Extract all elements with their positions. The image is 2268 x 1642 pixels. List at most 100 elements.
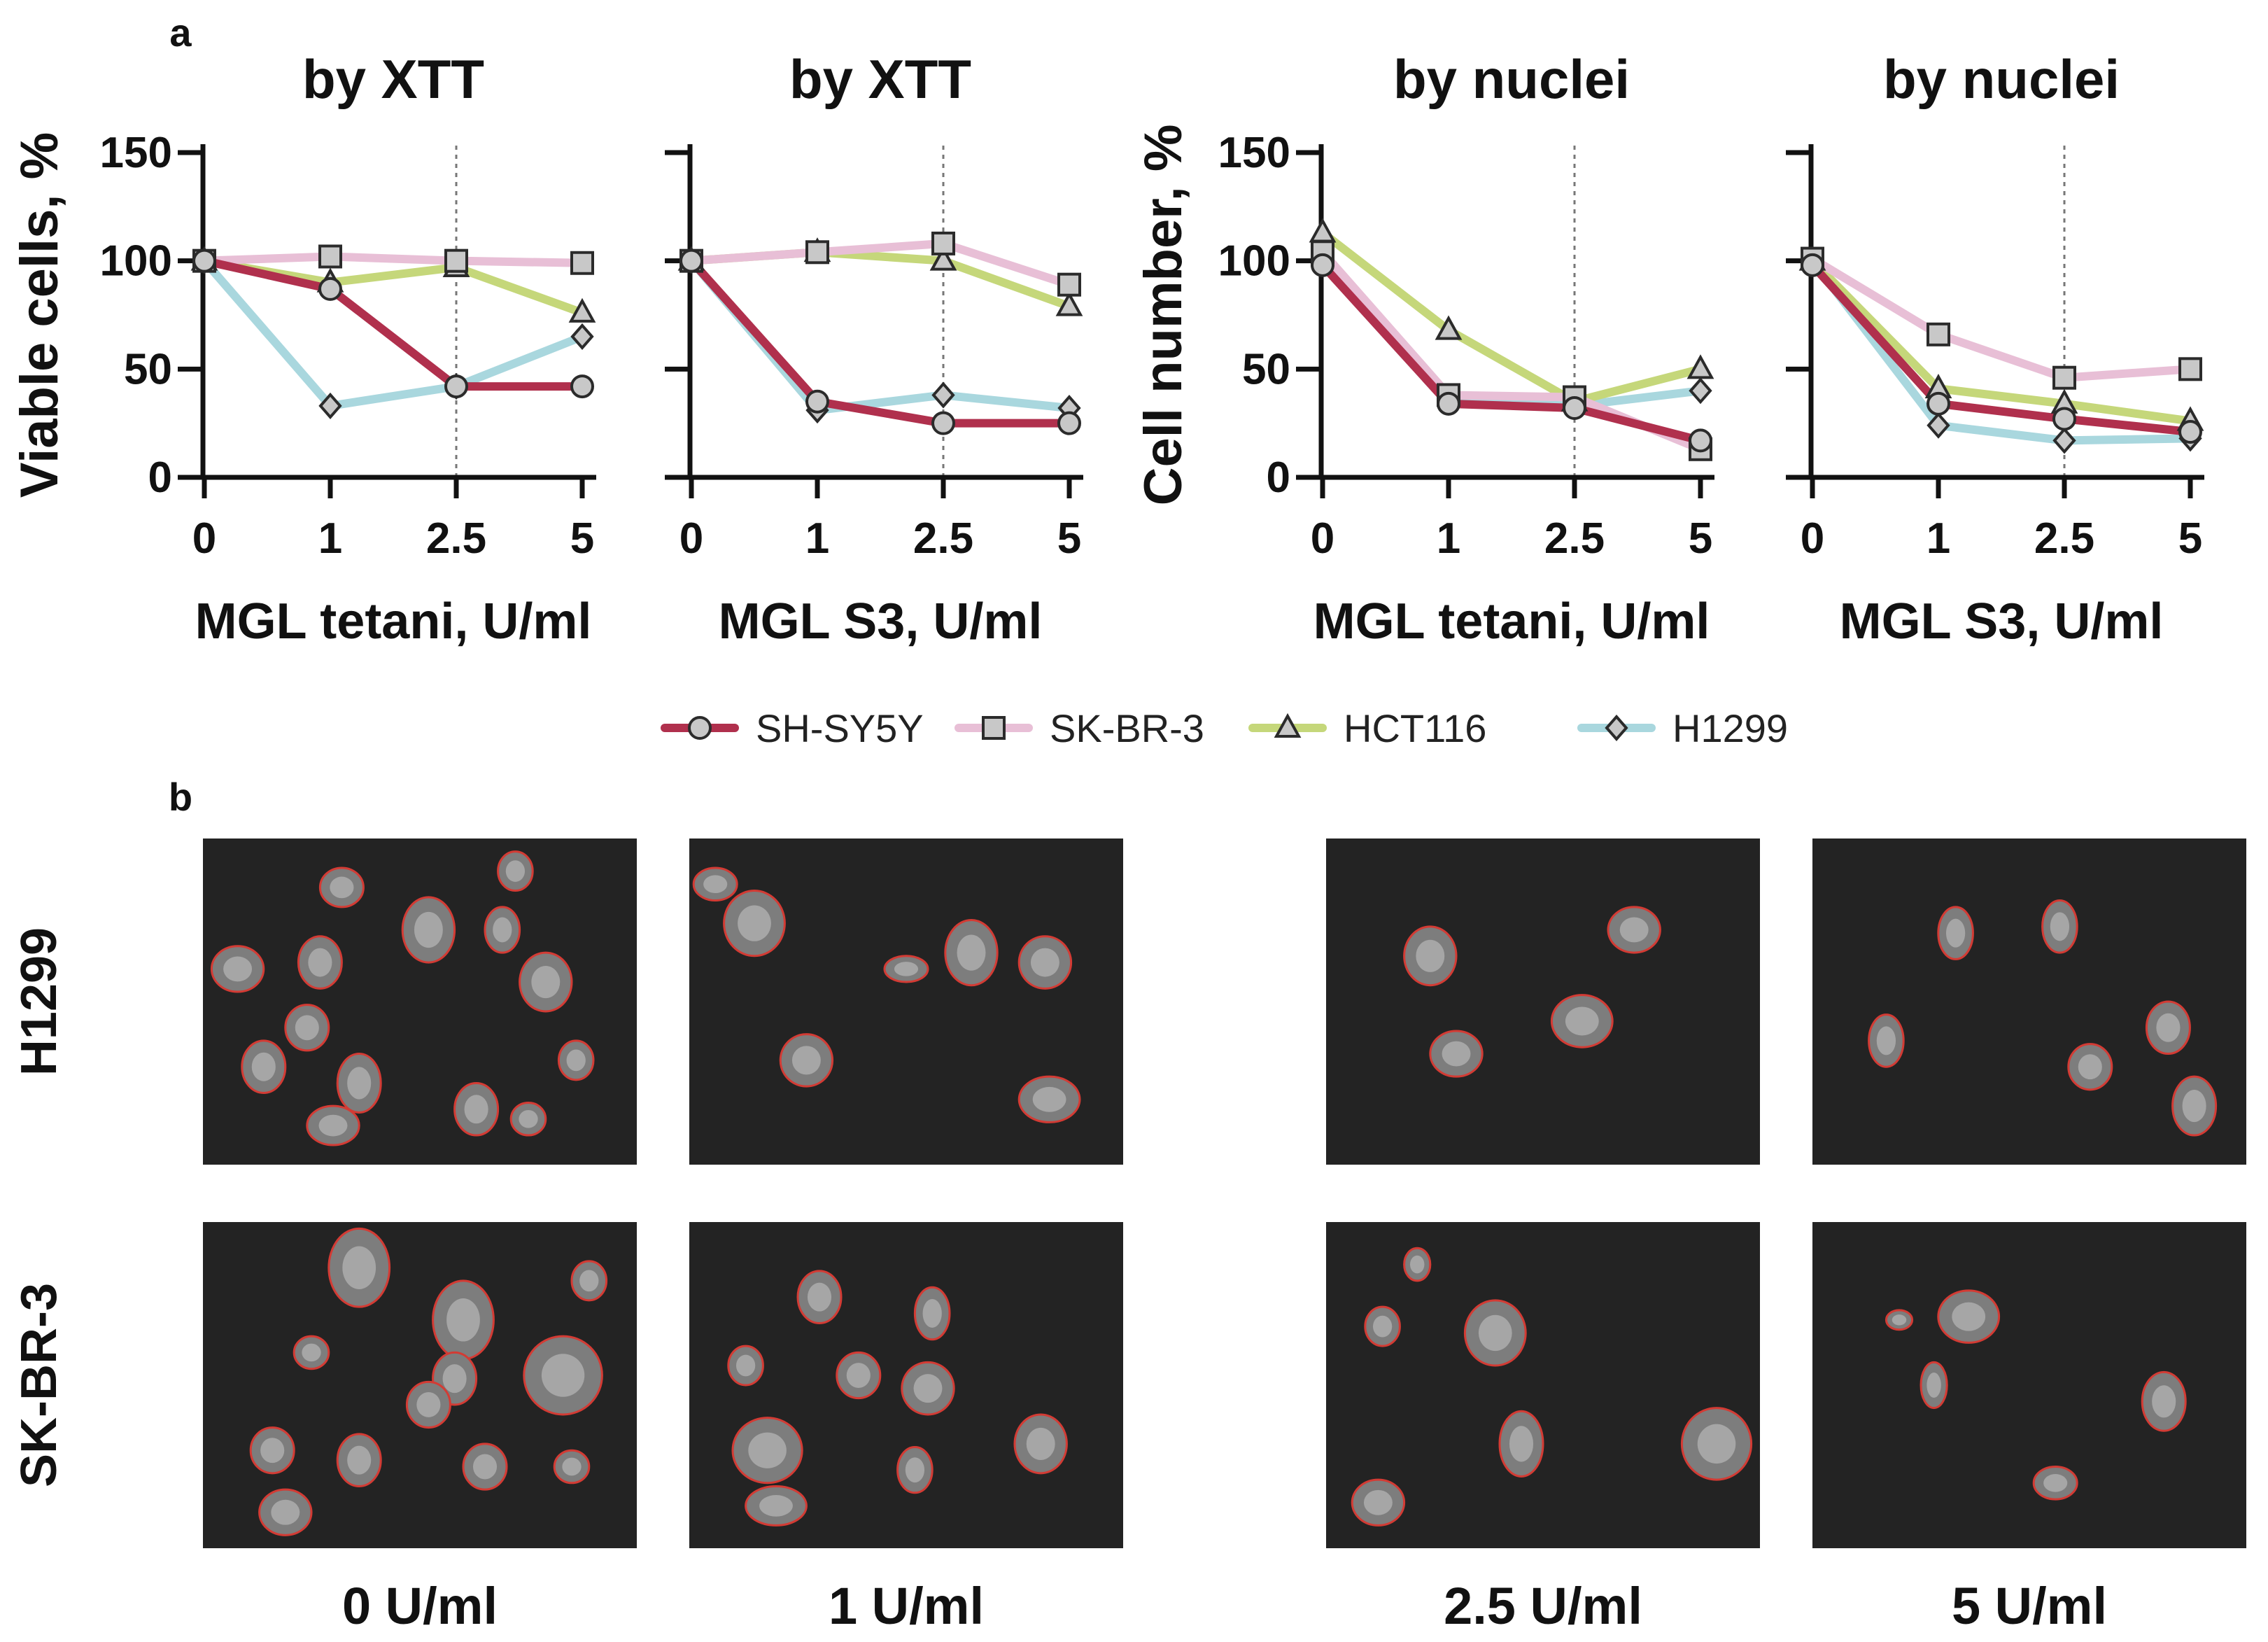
- nucleus-core: [342, 1246, 376, 1289]
- data-point-hct116: [1686, 354, 1714, 379]
- nucleus-core: [1363, 1489, 1393, 1515]
- nucleus-core: [846, 1363, 871, 1388]
- data-point-sh-sy5y: [444, 374, 468, 399]
- nucleus-core: [894, 962, 919, 976]
- micrograph-grid: b H1299 SK-BR-3 0 U/ml 1 U/ml 2.5 U/ml 5 U/ml: [11, 775, 2246, 1635]
- nucleus-core: [464, 1095, 488, 1124]
- column-label: 1 U/ml: [829, 1577, 984, 1635]
- y-tick-label: 150: [1218, 129, 1290, 177]
- nucleus-core: [1416, 939, 1445, 972]
- nucleus-core: [1032, 1086, 1066, 1112]
- row-label: SK-BR-3: [11, 1283, 67, 1487]
- nucleus-core: [416, 1392, 441, 1417]
- data-point-hct116: [929, 246, 957, 271]
- nucleus-core: [414, 911, 443, 948]
- nucleus-core: [905, 1457, 925, 1483]
- nucleus-core: [472, 1454, 498, 1480]
- data-point-h1299: [931, 381, 955, 409]
- legend-label: SK-BR-3: [1050, 706, 1204, 750]
- data-point-sk-br-3: [318, 244, 342, 269]
- nucleus-core: [1892, 1314, 1907, 1326]
- data-point-h1299: [1689, 377, 1712, 405]
- nucleus-core: [2043, 1473, 2068, 1492]
- x-axis-label: MGL tetani, U/ml: [195, 594, 592, 650]
- x-tick-label: 0: [1311, 514, 1334, 563]
- data-point-sk-br-3: [2178, 357, 2202, 381]
- nucleus-core: [1876, 1026, 1896, 1055]
- nucleus-core: [2182, 1090, 2206, 1123]
- x-tick-label: 0: [192, 514, 216, 563]
- x-axis-label: MGL S3, U/ml: [1840, 594, 2164, 650]
- series-line-sk-br-3: [1808, 254, 2195, 382]
- chart-title: by XTT: [789, 48, 971, 110]
- data-point-hct116: [1435, 315, 1463, 340]
- data-point-sh-sy5y: [192, 248, 216, 273]
- y-tick-label: 50: [1242, 345, 1290, 393]
- x-tick-label: 2.5: [2034, 514, 2094, 563]
- nucleus-core: [347, 1067, 372, 1100]
- nucleus-core: [1697, 1424, 1736, 1464]
- data-point-sk-br-3: [931, 231, 955, 255]
- data-point-sh-sy5y: [570, 374, 594, 399]
- nucleus-core: [271, 1499, 300, 1525]
- data-point-sk-br-3: [1057, 272, 1081, 297]
- nucleus-core: [251, 1052, 276, 1081]
- nucleus-core: [1927, 1373, 1941, 1398]
- data-point-sk-br-3: [444, 248, 468, 273]
- data-point-hct116: [1055, 291, 1083, 316]
- chart-title: by nuclei: [1883, 48, 2120, 110]
- series-line-sh-sy5y: [687, 256, 1073, 428]
- y-tick-label: 0: [1267, 454, 1290, 502]
- nucleus-core: [505, 860, 526, 882]
- nucleus-core: [223, 956, 253, 982]
- nucleus-core: [442, 1364, 467, 1394]
- x-axis-label: MGL S3, U/ml: [719, 594, 1043, 650]
- nucleus-core: [1619, 917, 1649, 943]
- chart-panel-1: by XTT 0 50 100 150 0 1 2.5 5 MGL tetani, U/ml Via…: [10, 48, 596, 650]
- nucleus-core: [807, 1282, 832, 1312]
- data-point-sk-br-3: [805, 240, 829, 265]
- x-tick-label: 0: [1801, 514, 1824, 563]
- data-point-sk-br-3: [2052, 365, 2076, 390]
- legend-label: HCT116: [1344, 706, 1486, 750]
- data-point-sk-br-3: [1927, 322, 1950, 346]
- nucleus-core: [562, 1457, 582, 1476]
- nucleus-core: [302, 1343, 321, 1362]
- y-tick-label: 100: [1218, 237, 1290, 286]
- data-point-sh-sy5y: [805, 389, 829, 414]
- nucleus-core: [493, 917, 512, 943]
- nucleus-core: [1442, 1041, 1471, 1067]
- series-line-hct116: [1808, 256, 2195, 426]
- series-line-h1299: [1808, 256, 2195, 445]
- data-point-h1299: [318, 392, 342, 419]
- micrograph-h1299-3: [1326, 838, 1760, 1165]
- chart-title: by nuclei: [1393, 48, 1630, 110]
- data-point-h1299: [1927, 412, 1950, 439]
- nucleus-core: [922, 1298, 942, 1328]
- nucleus-core: [2078, 1054, 2102, 1080]
- nucleus-core: [347, 1445, 372, 1475]
- x-axis-label: MGL tetani, U/ml: [1313, 594, 1710, 650]
- row-label: H1299: [11, 927, 67, 1076]
- data-point-sk-br-3: [570, 251, 594, 275]
- nucleus-core: [295, 1015, 319, 1041]
- nucleus-core: [260, 1438, 285, 1464]
- micrograph-background: [1326, 838, 1760, 1165]
- nucleus-core: [1952, 1302, 1986, 1331]
- series-line-h1299: [200, 256, 586, 410]
- nucleus-core: [579, 1270, 599, 1292]
- legend-label: H1299: [1672, 706, 1788, 750]
- data-point-sh-sy5y: [1437, 391, 1460, 416]
- nucleus-core: [1509, 1426, 1534, 1462]
- chart-panel-3: by nuclei 0 50 100 150 0 1 2.5 5 MGL tetani, U/ml…: [1134, 48, 1714, 650]
- series-line-sh-sy5y: [1808, 260, 2195, 437]
- series-line-sh-sy5y: [200, 256, 586, 391]
- y-tick-label: 100: [100, 237, 172, 286]
- column-label: 2.5 U/ml: [1444, 1577, 1642, 1635]
- data-point-sh-sy5y: [2178, 420, 2202, 444]
- data-point-sh-sy5y: [1927, 391, 1950, 416]
- nucleus-core: [308, 948, 332, 977]
- y-tick-label: 50: [124, 345, 172, 393]
- data-point-sh-sy5y: [1801, 253, 1824, 277]
